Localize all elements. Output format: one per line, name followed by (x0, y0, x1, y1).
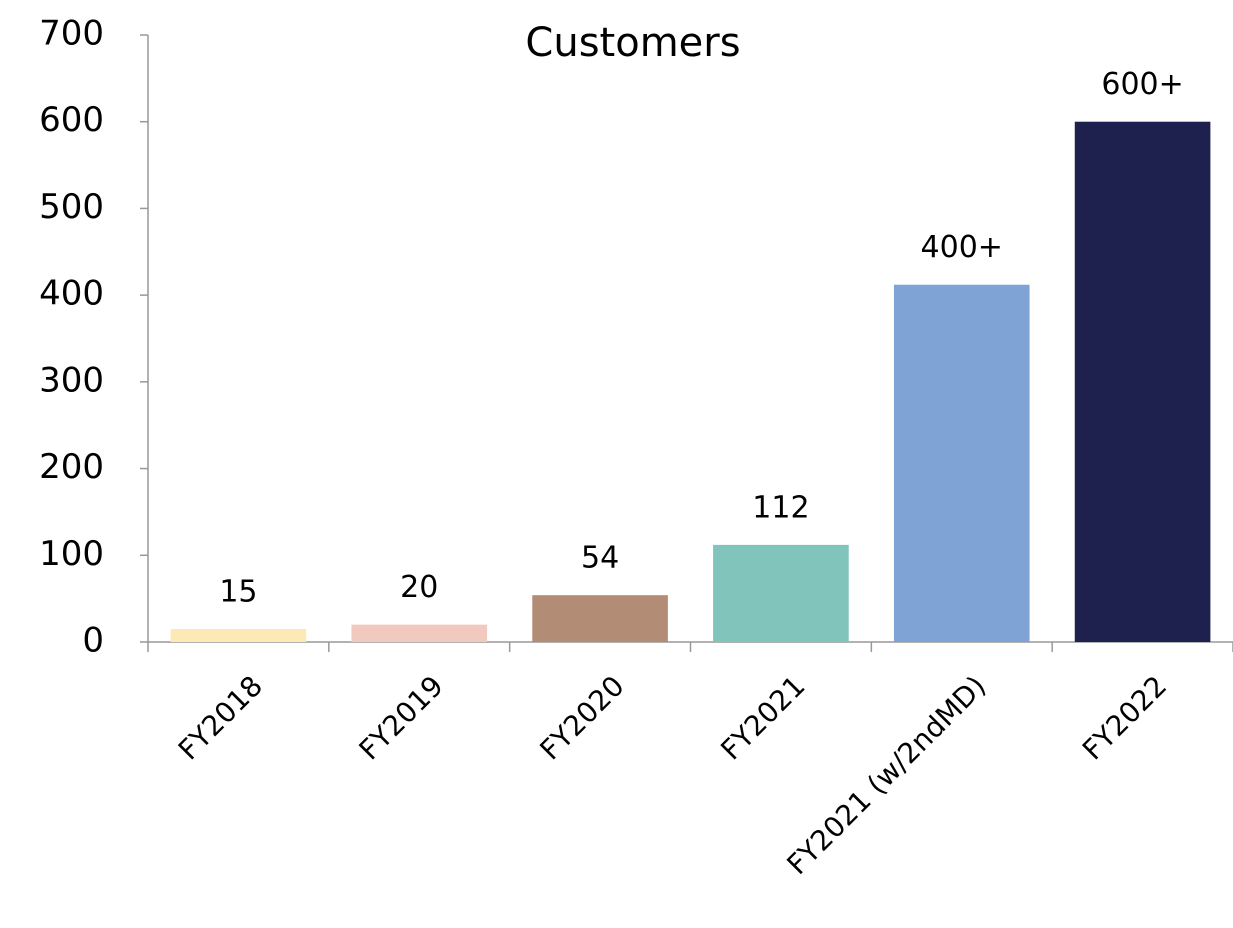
x-tick-label: FY2020 (533, 669, 630, 766)
y-tick-label: 400 (39, 274, 104, 314)
data-label: 600+ (1101, 67, 1183, 102)
y-tick-label: 500 (39, 187, 104, 227)
y-tick-label: 0 (82, 621, 104, 661)
chart-title: Customers (525, 20, 740, 66)
y-tick-label: 600 (39, 100, 104, 140)
bar (713, 544, 849, 642)
bar (893, 284, 1030, 642)
y-tick-label: 100 (39, 534, 104, 574)
x-tick-label: FY2019 (353, 669, 450, 766)
y-tick-label: 200 (39, 447, 104, 487)
x-tick-label: FY2021 (w/2ndMD) (781, 669, 993, 881)
x-tick-label: FY2021 (714, 669, 811, 766)
x-tick-label: FY2022 (1076, 669, 1173, 766)
bar (170, 628, 307, 642)
bar (532, 595, 668, 642)
data-label: 54 (581, 541, 619, 576)
bar (1074, 121, 1211, 642)
x-tick-label: FY2018 (172, 669, 269, 766)
y-tick-label: 300 (39, 360, 104, 400)
data-label: 20 (400, 570, 438, 605)
data-label: 400+ (921, 230, 1003, 265)
data-label: 15 (219, 574, 257, 609)
y-tick-label: 700 (39, 14, 104, 54)
bar (351, 624, 488, 642)
data-label: 112 (752, 490, 809, 525)
